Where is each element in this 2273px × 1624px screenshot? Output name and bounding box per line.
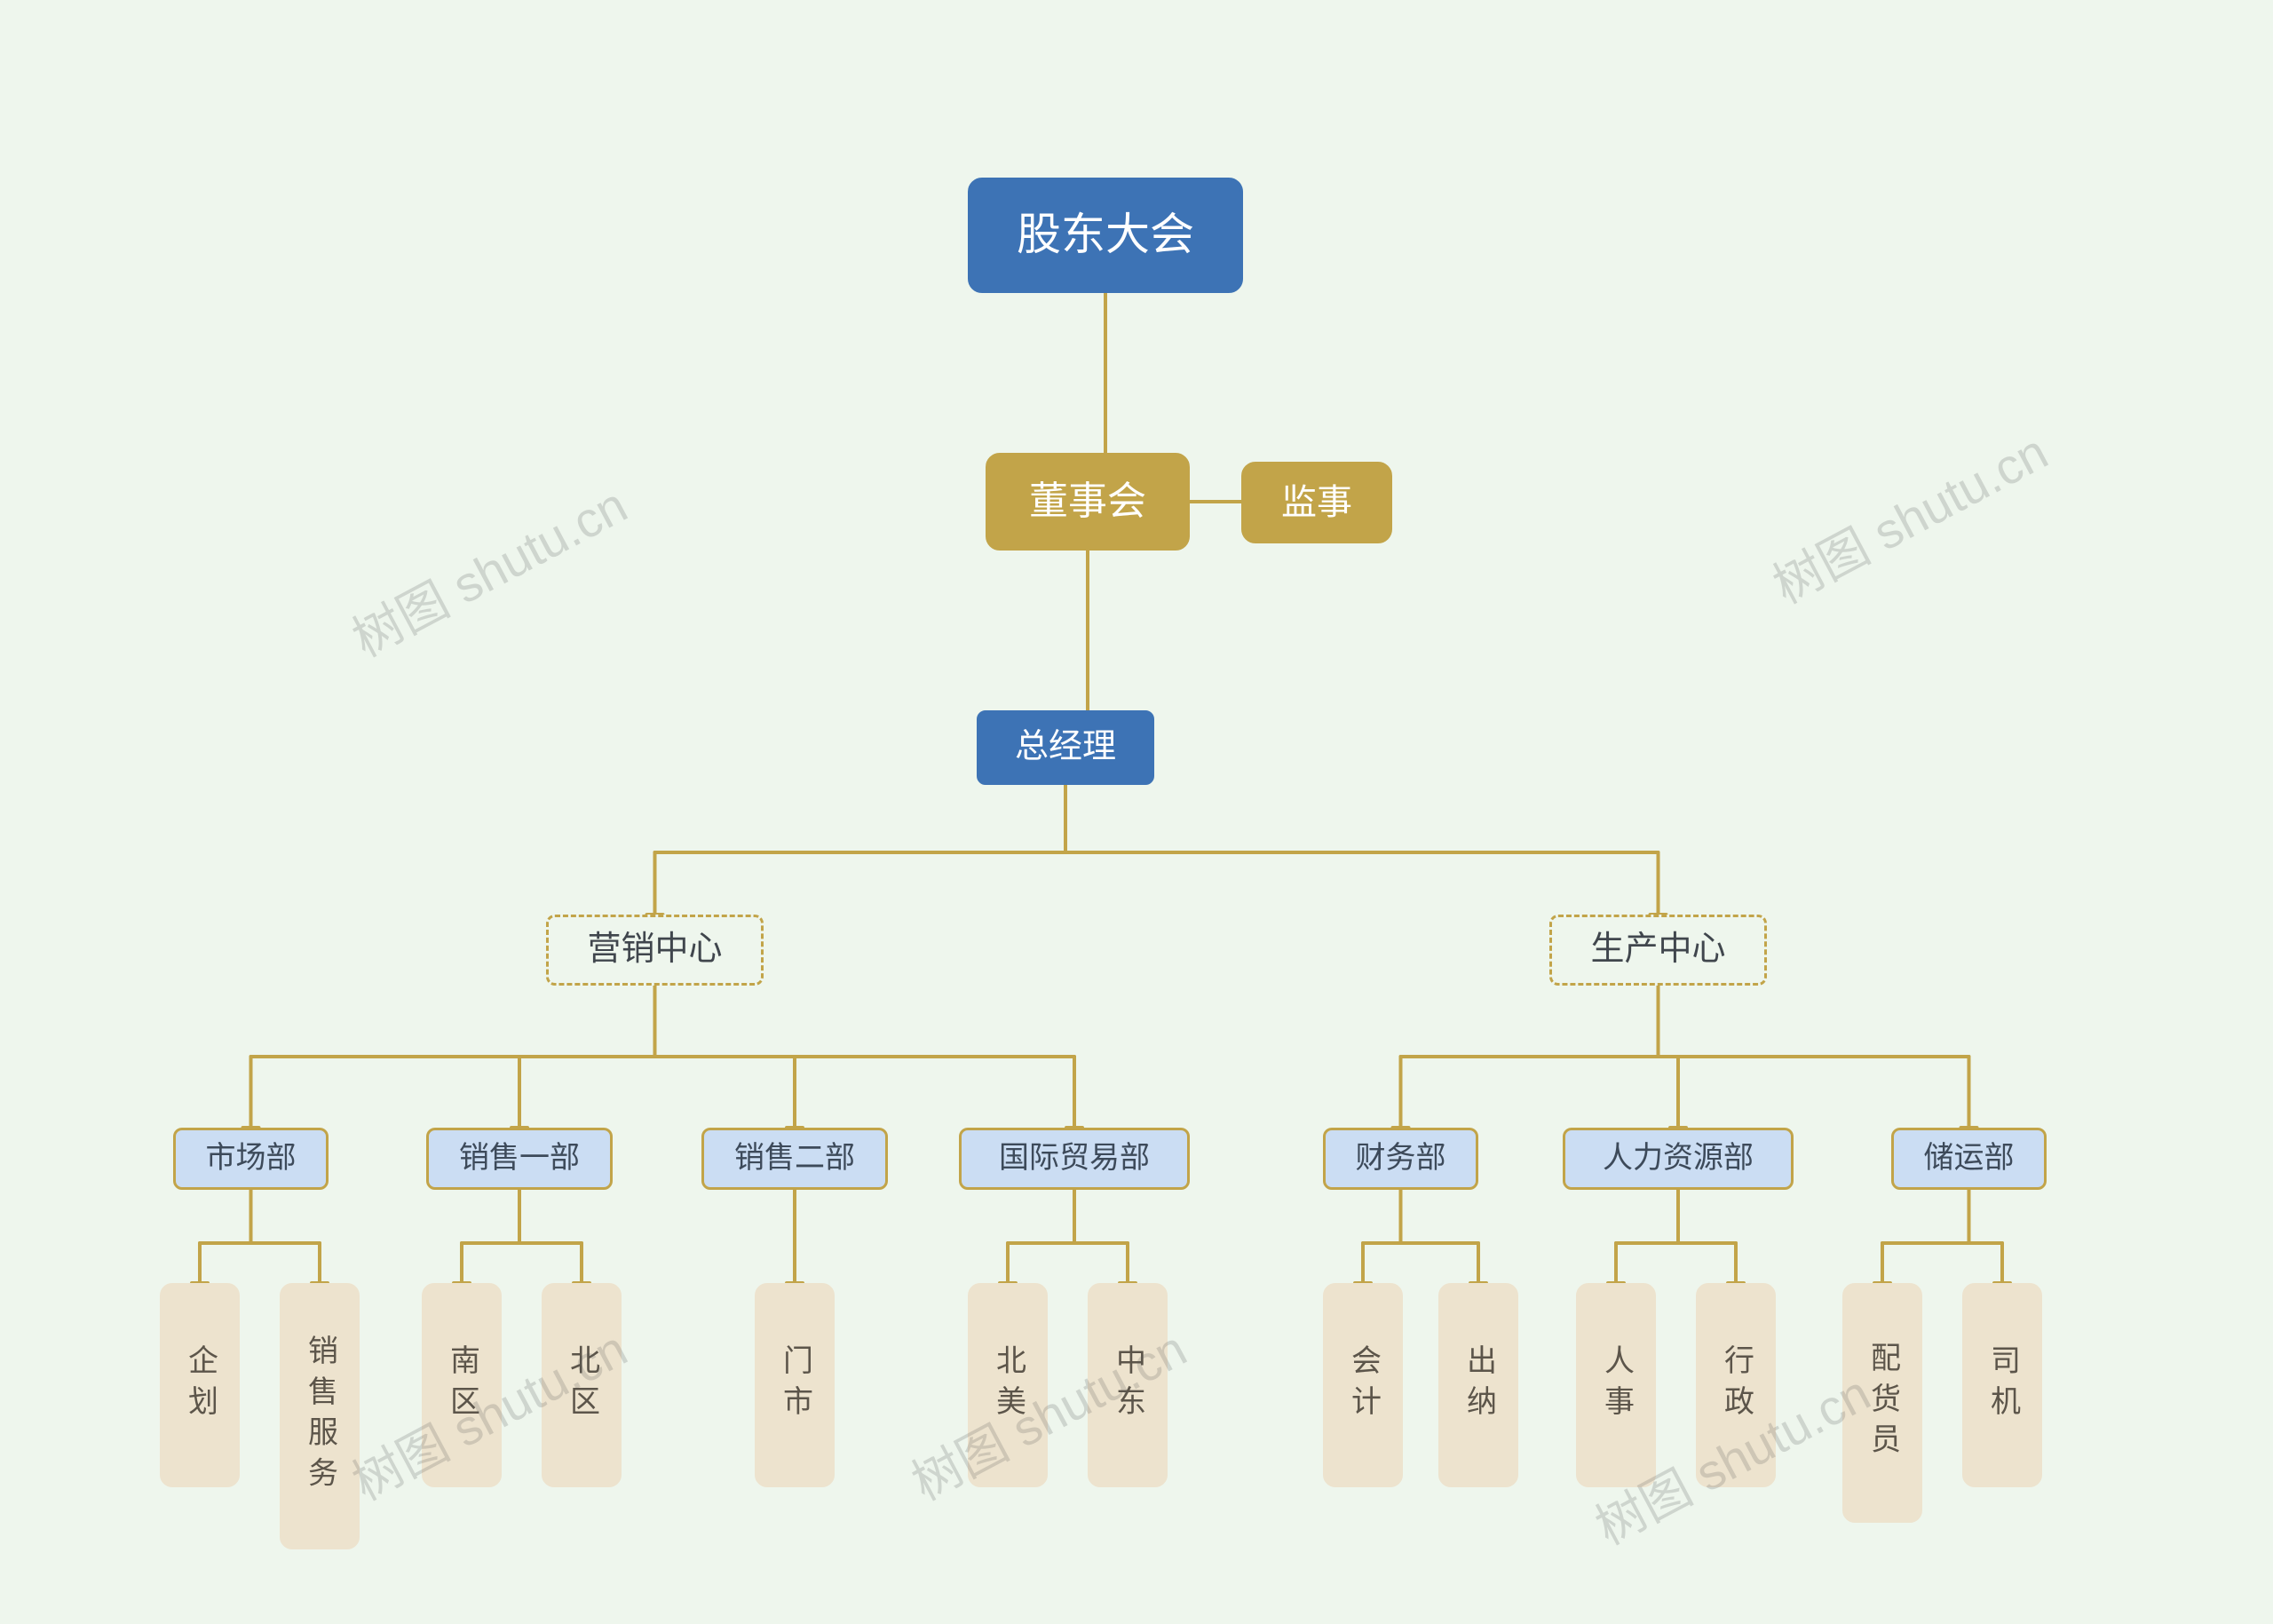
- org-node-label: 中东: [1110, 1344, 1144, 1426]
- org-node-label: 销售服务: [302, 1335, 337, 1498]
- org-node-label: 总经理: [1015, 728, 1116, 767]
- watermark: 树图 shutu.cn: [338, 466, 638, 671]
- org-node-l6: 北美: [968, 1283, 1048, 1487]
- org-node-label: 企划: [182, 1344, 217, 1426]
- org-node-d4: 国际贸易部: [959, 1128, 1190, 1190]
- org-node-label: 出纳: [1461, 1344, 1495, 1426]
- org-node-l10: 人事: [1576, 1283, 1656, 1487]
- org-node-label: 司机: [1984, 1344, 2019, 1426]
- org-node-l3: 南区: [422, 1283, 502, 1487]
- org-node-label: 销售一部: [459, 1141, 580, 1176]
- org-node-l5: 门市: [755, 1283, 835, 1487]
- org-node-label: 董事会: [1029, 479, 1146, 525]
- org-node-l4: 北区: [542, 1283, 622, 1487]
- org-node-l13: 司机: [1962, 1283, 2042, 1487]
- org-node-l1: 企划: [160, 1283, 240, 1487]
- org-node-label: 生产中心: [1590, 931, 1725, 970]
- org-node-label: 销售二部: [734, 1141, 855, 1176]
- org-node-n2: 董事会: [986, 453, 1190, 551]
- org-node-label: 北美: [990, 1344, 1025, 1426]
- org-node-label: 配货员: [1865, 1342, 1899, 1464]
- org-node-label: 股东大会: [1017, 210, 1194, 261]
- org-node-label: 会计: [1345, 1344, 1380, 1426]
- org-node-l12: 配货员: [1842, 1283, 1922, 1523]
- org-node-d5: 财务部: [1323, 1128, 1478, 1190]
- org-node-label: 人事: [1598, 1344, 1633, 1426]
- org-node-n4: 总经理: [977, 710, 1154, 785]
- org-node-l7: 中东: [1088, 1283, 1168, 1487]
- org-node-n6: 生产中心: [1549, 915, 1767, 986]
- org-node-d3: 销售二部: [701, 1128, 888, 1190]
- org-node-label: 南区: [444, 1344, 479, 1426]
- org-node-label: 北区: [564, 1344, 598, 1426]
- org-node-l8: 会计: [1323, 1283, 1403, 1487]
- org-node-label: 门市: [777, 1344, 812, 1426]
- org-node-d6: 人力资源部: [1563, 1128, 1794, 1190]
- org-node-d2: 销售一部: [426, 1128, 613, 1190]
- org-node-label: 营销中心: [587, 931, 722, 970]
- org-node-n5: 营销中心: [546, 915, 764, 986]
- watermark: 树图 shutu.cn: [1759, 413, 2059, 618]
- org-node-l9: 出纳: [1438, 1283, 1518, 1487]
- org-node-n1: 股东大会: [968, 178, 1243, 293]
- org-node-label: 监事: [1281, 482, 1352, 523]
- org-node-label: 国际贸易部: [999, 1141, 1150, 1176]
- org-node-label: 市场部: [206, 1141, 297, 1176]
- org-node-l11: 行政: [1696, 1283, 1776, 1487]
- org-node-d7: 储运部: [1891, 1128, 2047, 1190]
- org-node-label: 财务部: [1356, 1141, 1446, 1176]
- org-node-label: 人力资源部: [1603, 1141, 1754, 1176]
- org-node-label: 储运部: [1924, 1141, 2015, 1176]
- org-node-n3: 监事: [1241, 462, 1392, 543]
- org-chart-canvas: 股东大会董事会监事总经理营销中心生产中心市场部销售一部销售二部国际贸易部财务部人…: [0, 0, 2273, 1624]
- org-node-d1: 市场部: [173, 1128, 329, 1190]
- org-node-l2: 销售服务: [280, 1283, 360, 1549]
- org-node-label: 行政: [1718, 1344, 1753, 1426]
